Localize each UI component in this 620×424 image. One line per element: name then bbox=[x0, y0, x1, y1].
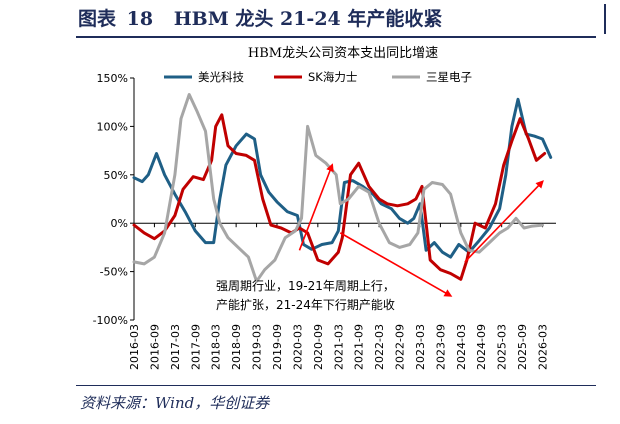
x-tick-label: 2019-03 bbox=[251, 324, 264, 370]
series-lines bbox=[132, 93, 553, 283]
chart-title: HBM龙头公司资本支出同比增速 bbox=[248, 46, 438, 61]
x-tick-label: 2016-03 bbox=[128, 324, 141, 370]
trend-arrow-2 bbox=[339, 232, 453, 297]
x-tick-label: 2025-03 bbox=[496, 324, 509, 370]
source-note: 资料来源：Wind，华创证券 bbox=[80, 394, 270, 412]
x-tick-label: 2018-03 bbox=[210, 324, 223, 370]
annotation-line-1: 强周期行业，19-21年周期上行， bbox=[216, 279, 395, 293]
legend-label-3: 三星电子 bbox=[426, 70, 472, 84]
figure-title: 图表 18 HBM 龙头 21-24 年产能收紧 bbox=[0, 4, 620, 34]
series-line-1 bbox=[132, 97, 553, 259]
x-tick-label: 2026-03 bbox=[537, 324, 550, 370]
trend-arrow-1 bbox=[298, 163, 334, 251]
x-tick-label: 2018-09 bbox=[230, 324, 243, 370]
annotation-line-2: 产能扩张，21-24年下行期产能收 bbox=[216, 298, 395, 312]
x-tick-label: 2024-09 bbox=[475, 324, 488, 370]
figure-label: 图表 bbox=[78, 8, 117, 30]
x-tick-label: 2017-09 bbox=[189, 324, 202, 370]
x-tick-label: 2024-03 bbox=[455, 324, 468, 370]
trend-arrows bbox=[298, 163, 544, 297]
x-tick-label: 2021-09 bbox=[353, 324, 366, 370]
legend-label-2: SK海力士 bbox=[308, 70, 357, 84]
x-tick-label: 2017-03 bbox=[169, 324, 182, 370]
x-tick-label: 2025-09 bbox=[516, 324, 529, 370]
trend-arrow-3 bbox=[464, 180, 544, 263]
x-tick-label: 2023-09 bbox=[434, 324, 447, 370]
x-tick-label: 2023-03 bbox=[414, 324, 427, 370]
x-tick-label: 2019-09 bbox=[271, 324, 284, 370]
y-tick-label: 100% bbox=[97, 120, 128, 133]
legend-label-1: 美光科技 bbox=[198, 70, 244, 84]
y-tick-label: -100% bbox=[93, 314, 128, 327]
y-tick-label: -50% bbox=[100, 266, 128, 279]
x-tick-label: 2022-09 bbox=[394, 324, 407, 370]
y-tick-label: 50% bbox=[104, 169, 128, 182]
annotation: 强周期行业，19-21年周期上行， 产能扩张，21-24年下行期产能收 bbox=[216, 279, 395, 312]
y-tick-label: 0% bbox=[111, 217, 128, 230]
x-tick-label: 2016-09 bbox=[148, 324, 161, 370]
x-tick-label: 2020-03 bbox=[291, 324, 304, 370]
bottom-rule bbox=[76, 385, 596, 386]
series-line-3 bbox=[132, 93, 544, 283]
figure-number: 18 bbox=[126, 8, 154, 30]
legend: 美光科技 SK海力士 三星电子 bbox=[164, 70, 472, 84]
top-rule bbox=[76, 36, 596, 38]
right-edge-mark bbox=[604, 4, 620, 34]
y-tick-label: 150% bbox=[97, 72, 128, 85]
axes: 150% 100% 50% 0% -50% -100%2016-03 2016-09 2017… bbox=[93, 72, 556, 370]
x-tick-label: 2022-03 bbox=[373, 324, 386, 370]
figure-title-text: HBM 龙头 21-24 年产能收紧 bbox=[173, 8, 443, 30]
x-tick-label: 2020-09 bbox=[312, 324, 325, 370]
x-tick-label: 2021-03 bbox=[332, 324, 345, 370]
